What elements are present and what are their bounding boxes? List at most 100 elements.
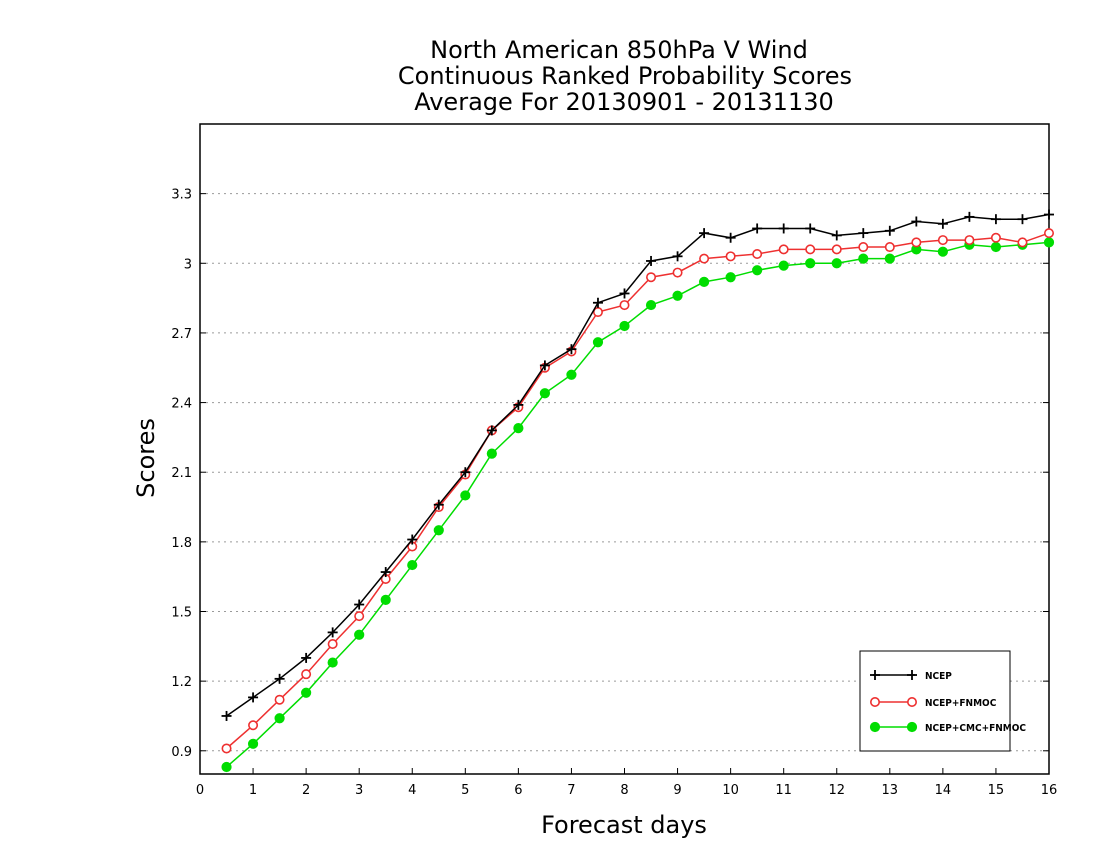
legend-marker — [870, 670, 880, 680]
legend-item: NCEP+FNMOC — [869, 696, 997, 709]
y-tick-label: 0.9 — [171, 745, 192, 760]
data-point — [858, 253, 869, 264]
data-point — [433, 525, 444, 536]
data-point — [539, 360, 550, 371]
data-point — [592, 307, 603, 318]
data-point — [513, 423, 524, 434]
data-point — [805, 244, 816, 255]
data-point — [354, 611, 365, 622]
x-tick-label: 3 — [355, 783, 363, 798]
data-series — [221, 209, 1055, 773]
data-point — [274, 673, 285, 684]
data-point — [964, 211, 975, 222]
y-tick-label: 3.3 — [171, 188, 192, 203]
legend-marker — [906, 696, 917, 707]
data-point — [805, 223, 816, 234]
chart-title-line-1: North American 850hPa V Wind — [430, 36, 808, 64]
data-point — [725, 251, 736, 262]
data-point — [539, 388, 551, 399]
data-point — [221, 710, 232, 721]
data-point — [699, 253, 710, 264]
data-point — [513, 399, 524, 410]
data-point — [805, 258, 816, 269]
x-tick-label: 10 — [722, 783, 739, 798]
x-tick-label: 1 — [249, 783, 257, 798]
data-point — [221, 743, 232, 754]
data-point — [1017, 214, 1028, 225]
y-tick-label: 2.1 — [171, 466, 192, 481]
x-tick-label: 9 — [673, 783, 681, 798]
data-point — [460, 467, 471, 478]
data-point — [964, 235, 975, 246]
legend-marker — [906, 721, 918, 733]
data-point — [884, 225, 895, 236]
data-point — [460, 490, 471, 501]
x-tick-label: 11 — [775, 783, 792, 798]
data-point — [831, 230, 842, 241]
data-point — [778, 260, 789, 271]
y-tick-label: 1.5 — [171, 606, 192, 621]
data-point — [884, 253, 895, 264]
x-tick-label: 0 — [196, 783, 204, 798]
x-tick-label: 2 — [302, 783, 310, 798]
x-tick-label: 7 — [567, 783, 575, 798]
data-point — [619, 300, 630, 311]
data-point — [937, 246, 948, 257]
x-tick-label: 14 — [935, 783, 952, 798]
data-point — [327, 657, 338, 668]
data-point — [1044, 228, 1055, 239]
data-point — [486, 425, 497, 436]
data-point — [274, 694, 285, 705]
data-point — [646, 272, 657, 283]
data-point — [752, 223, 763, 234]
legend-label: NCEP — [925, 671, 952, 682]
legend-box — [859, 650, 1011, 752]
series-line — [226, 213, 1050, 717]
data-point — [778, 223, 789, 234]
data-point — [752, 249, 763, 260]
y-axis-title: Scores — [132, 418, 160, 498]
data-point — [699, 228, 710, 239]
data-point — [858, 228, 869, 239]
x-tick-label: 15 — [988, 783, 1005, 798]
data-point — [1044, 209, 1054, 220]
series-ncep-fnmoc — [221, 228, 1055, 754]
data-point — [247, 738, 259, 749]
chart-title-line-2: Continuous Ranked Probability Scores — [398, 62, 852, 90]
data-point — [858, 242, 869, 253]
data-point — [937, 235, 948, 246]
legend-item: NCEP+CMC+FNMOC — [869, 721, 1026, 734]
legend-label: NCEP+CMC+FNMOC — [925, 723, 1026, 734]
x-tick-label: 6 — [514, 783, 522, 798]
data-point — [725, 272, 736, 283]
data-point — [725, 232, 736, 243]
data-point — [937, 218, 948, 229]
x-tick-label: 13 — [882, 783, 899, 798]
x-tick-label: 16 — [1041, 783, 1058, 798]
data-point — [566, 369, 577, 380]
series-ncep-cmc-fnmoc — [221, 237, 1055, 773]
data-point — [1043, 237, 1055, 248]
data-point — [327, 638, 338, 649]
chart-title-line-3: Average For 20130901 - 20131130 — [414, 88, 834, 116]
data-point — [248, 692, 259, 703]
y-tick-label: 1.2 — [171, 675, 192, 690]
y-tick-label: 2.7 — [171, 327, 192, 342]
data-point — [407, 534, 418, 545]
data-point — [831, 258, 842, 269]
data-point — [672, 251, 683, 262]
data-point — [301, 687, 312, 698]
x-axis-title: Forecast days — [541, 811, 707, 839]
data-point — [592, 297, 603, 308]
legend-label: NCEP+FNMOC — [925, 698, 997, 709]
y-tick-label: 1.8 — [171, 536, 192, 551]
data-point — [301, 652, 312, 663]
legend-marker — [869, 721, 881, 733]
legend-item: NCEP — [870, 670, 952, 682]
data-point — [672, 267, 683, 278]
data-point — [698, 276, 710, 287]
data-point — [911, 216, 922, 227]
legend: NCEP NCEP+FNMOC NCEP+CMC+FNMOC — [859, 650, 1026, 752]
data-point — [619, 320, 630, 332]
